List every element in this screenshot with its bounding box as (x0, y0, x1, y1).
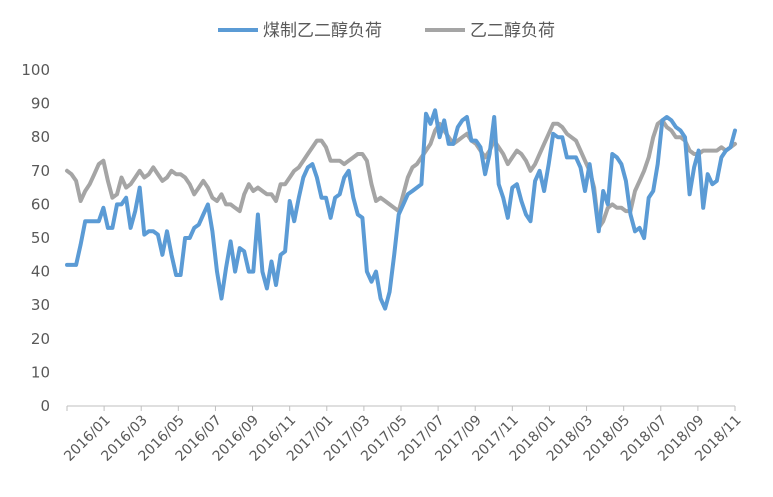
y-tick-label: 60 (31, 195, 50, 213)
y-tick-label: 20 (31, 330, 50, 348)
y-tick-label: 10 (31, 363, 50, 381)
series-line-coal-meg (65, 108, 737, 311)
x-axis: 2016/012016/032016/052016/072016/092016/… (61, 405, 745, 465)
legend-item-meg: 乙二醇负荷 (425, 21, 555, 41)
y-axis-ticks: 0 10 20 30 40 50 60 70 80 90 100 (21, 61, 50, 415)
y-tick-label: 0 (40, 397, 50, 415)
series-layer (65, 108, 737, 311)
y-tick-label: 40 (31, 263, 50, 281)
y-tick-label: 100 (21, 61, 50, 79)
y-tick-label: 90 (31, 95, 50, 113)
series-line-meg (65, 118, 737, 230)
legend-label: 煤制乙二醇负荷 (263, 21, 382, 41)
legend-label: 乙二醇负荷 (470, 21, 555, 41)
y-tick-label: 50 (31, 229, 50, 247)
y-tick-label: 80 (31, 128, 50, 146)
legend: 煤制乙二醇负荷 乙二醇负荷 (218, 21, 555, 41)
y-tick-label: 30 (31, 296, 50, 314)
y-tick-label: 70 (31, 162, 50, 180)
legend-item-coal-meg: 煤制乙二醇负荷 (218, 21, 382, 41)
